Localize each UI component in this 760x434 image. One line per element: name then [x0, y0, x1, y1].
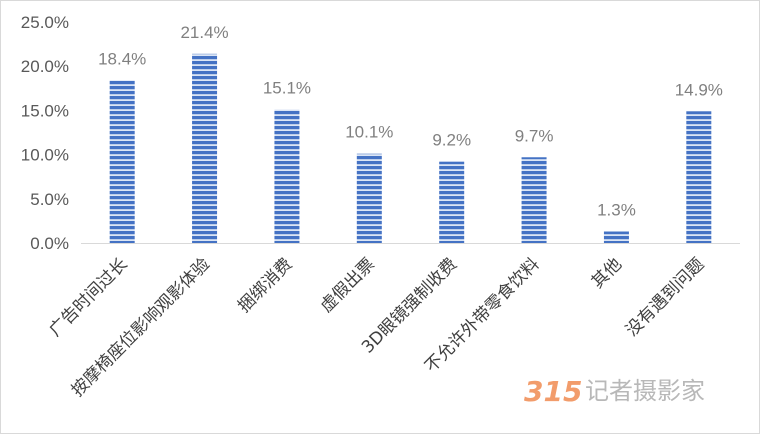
watermark-text: 记者摄影家 [585, 377, 705, 405]
x-tick-label: 没有遇到问题 [622, 254, 708, 340]
bar [192, 53, 218, 243]
bar [603, 231, 629, 243]
x-tick-label: 其他 [588, 254, 626, 292]
data-label: 14.9% [675, 80, 723, 99]
data-labels: 18.4% 21.4% 15.1% 10.1% 9.2% 9.7% 1.3% 14.9% [98, 23, 723, 220]
y-tick-label: 10.0% [21, 146, 69, 165]
data-label: 9.7% [515, 126, 554, 145]
y-tick-label: 15.0% [21, 101, 69, 120]
watermark: 315 记者摄影家 [524, 375, 705, 408]
data-label: 18.4% [98, 49, 146, 68]
x-tick-label: 捆绑消费 [234, 254, 296, 316]
x-tick-label: 按摩椅座位影响观影体验 [68, 254, 214, 400]
y-tick-label: 20.0% [21, 57, 69, 76]
data-label: 10.1% [345, 123, 393, 142]
data-label: 1.3% [597, 201, 636, 220]
data-label: 21.4% [180, 23, 228, 42]
bar [439, 161, 465, 243]
y-tick-label: 5.0% [30, 190, 69, 209]
x-tick-label: 虚假出票 [317, 254, 379, 316]
data-label: 9.2% [432, 131, 471, 150]
x-tick-label: 广告时间过长 [45, 254, 131, 340]
y-tick-label: 0.0% [30, 234, 69, 253]
data-label: 15.1% [263, 79, 311, 98]
bar [109, 80, 135, 244]
y-tick-label: 25.0% [21, 13, 69, 32]
watermark-number: 315 [524, 375, 582, 408]
bar-series [109, 53, 712, 244]
bar [521, 157, 547, 243]
y-axis: 0.0% 5.0% 10.0% 15.0% 20.0% 25.0% [21, 13, 69, 253]
bar [274, 109, 300, 244]
bar [686, 111, 712, 243]
bar [356, 153, 382, 243]
